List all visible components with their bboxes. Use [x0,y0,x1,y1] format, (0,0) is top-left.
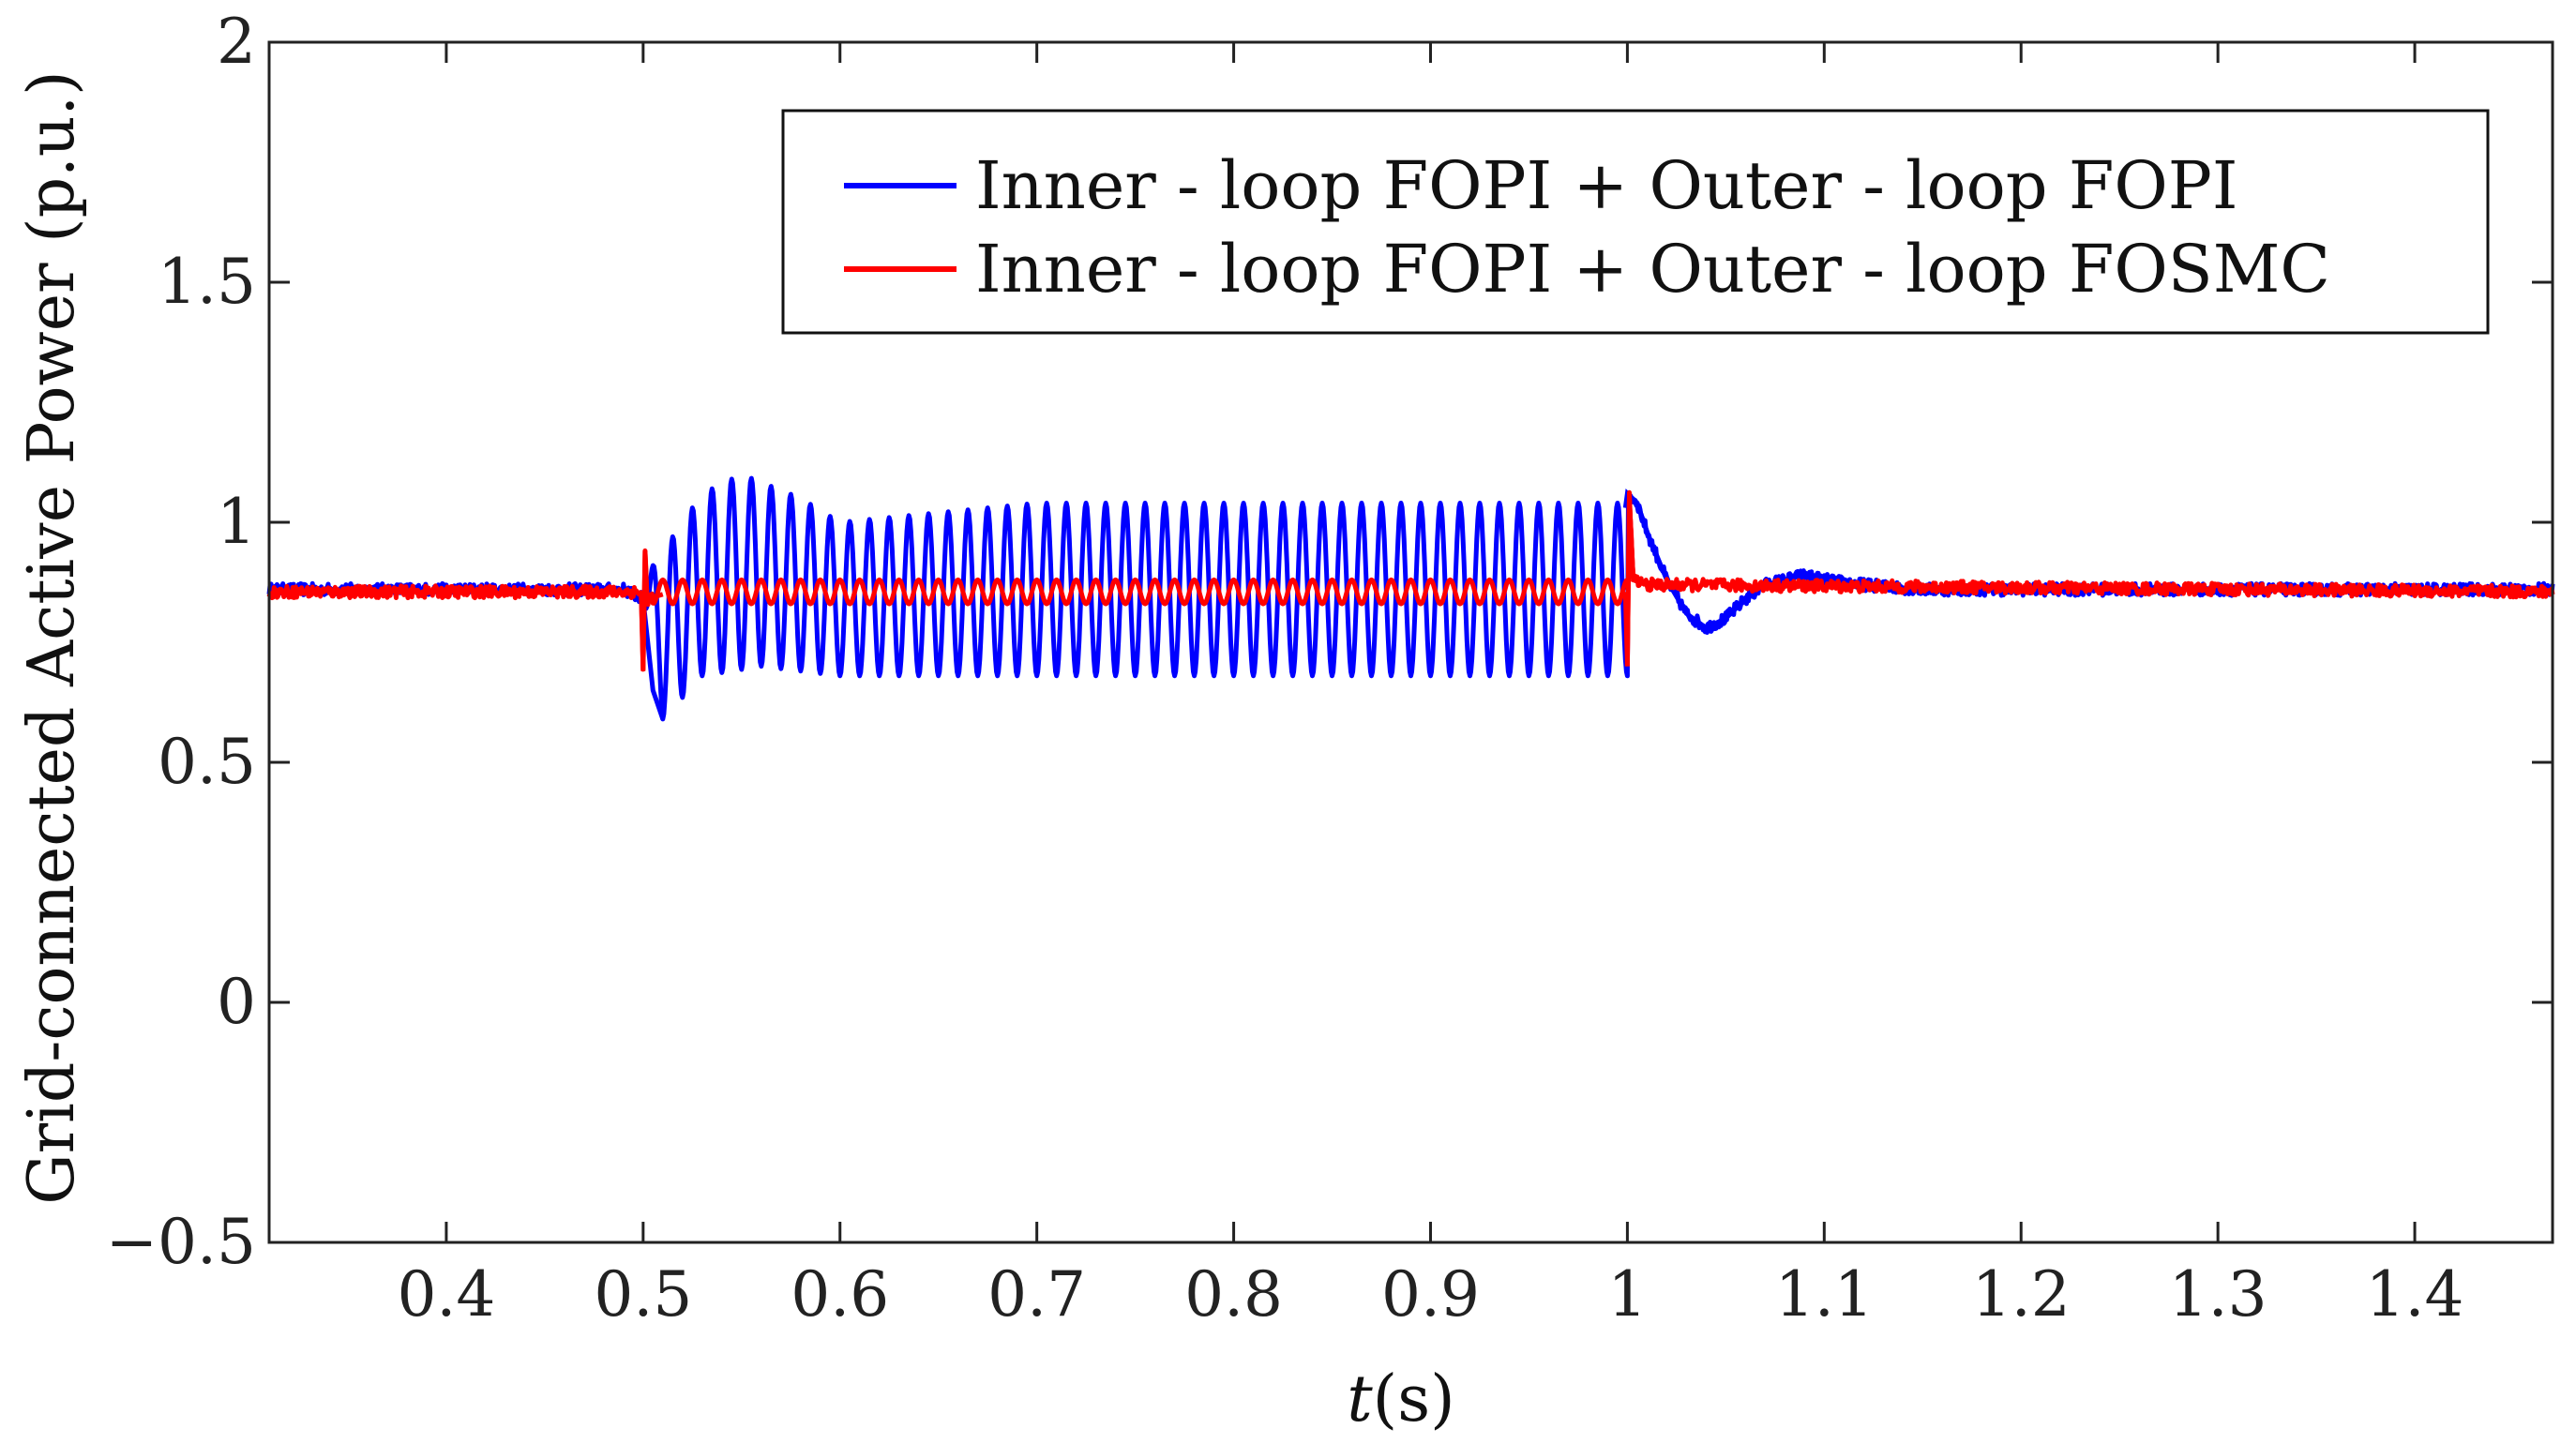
x-axis-label-italic: t [1347,1362,1373,1436]
legend: Inner - loop FOPI + Outer - loop FOPI In… [781,109,2490,335]
y-axis-label: Grid-connected Active Power (p.u.) [15,70,89,1204]
x-axis-label-unit: (s) [1373,1362,1455,1436]
x-tick-label: 0.9 [1381,1258,1480,1331]
x-tick-label: 0.6 [791,1258,889,1331]
series-transient-0-0 [640,598,666,720]
plot-frame [267,40,2554,1244]
x-tick-label: 0.7 [987,1258,1086,1331]
series-layer [266,475,2555,722]
y-tick-label: 2 [217,6,256,78]
legend-label-fosmc: Inner - loop FOPI + Outer - loop FOSMC [975,231,2330,308]
axes-layer [267,40,2554,1244]
y-tick-label: 1.5 [158,246,256,318]
legend-box [781,109,2490,335]
x-tick-label: 1.1 [1775,1258,1874,1331]
x-tick-label: 1.2 [1972,1258,2071,1331]
x-axis-label: t(s) [1347,1362,1454,1436]
legend-label-fopi: Inner - loop FOPI + Outer - loop FOPI [975,147,2238,224]
x-tick-label: 1 [1607,1258,1647,1331]
x-tick-label: 0.4 [397,1258,495,1331]
y-tick-label: 0 [217,966,256,1038]
ticks-layer: 0.4 0.5 0.6 0.7 0.8 0.9 1 1.1 1.2 1.3 1.4 −0.5 0 0.5 1… [106,6,2553,1331]
series-transient-1-0 [639,550,664,671]
y-tick-label: 1 [217,486,256,558]
series-recovery-1 [1624,498,1649,667]
x-tick-label: 1.4 [2366,1258,2464,1331]
x-tick-label: 0.8 [1184,1258,1283,1331]
x-tick-label: 1.3 [2169,1258,2267,1331]
y-tick-label: 0.5 [158,726,256,798]
x-tick-label: 0.5 [594,1258,692,1331]
y-tick-label: −0.5 [106,1206,256,1278]
